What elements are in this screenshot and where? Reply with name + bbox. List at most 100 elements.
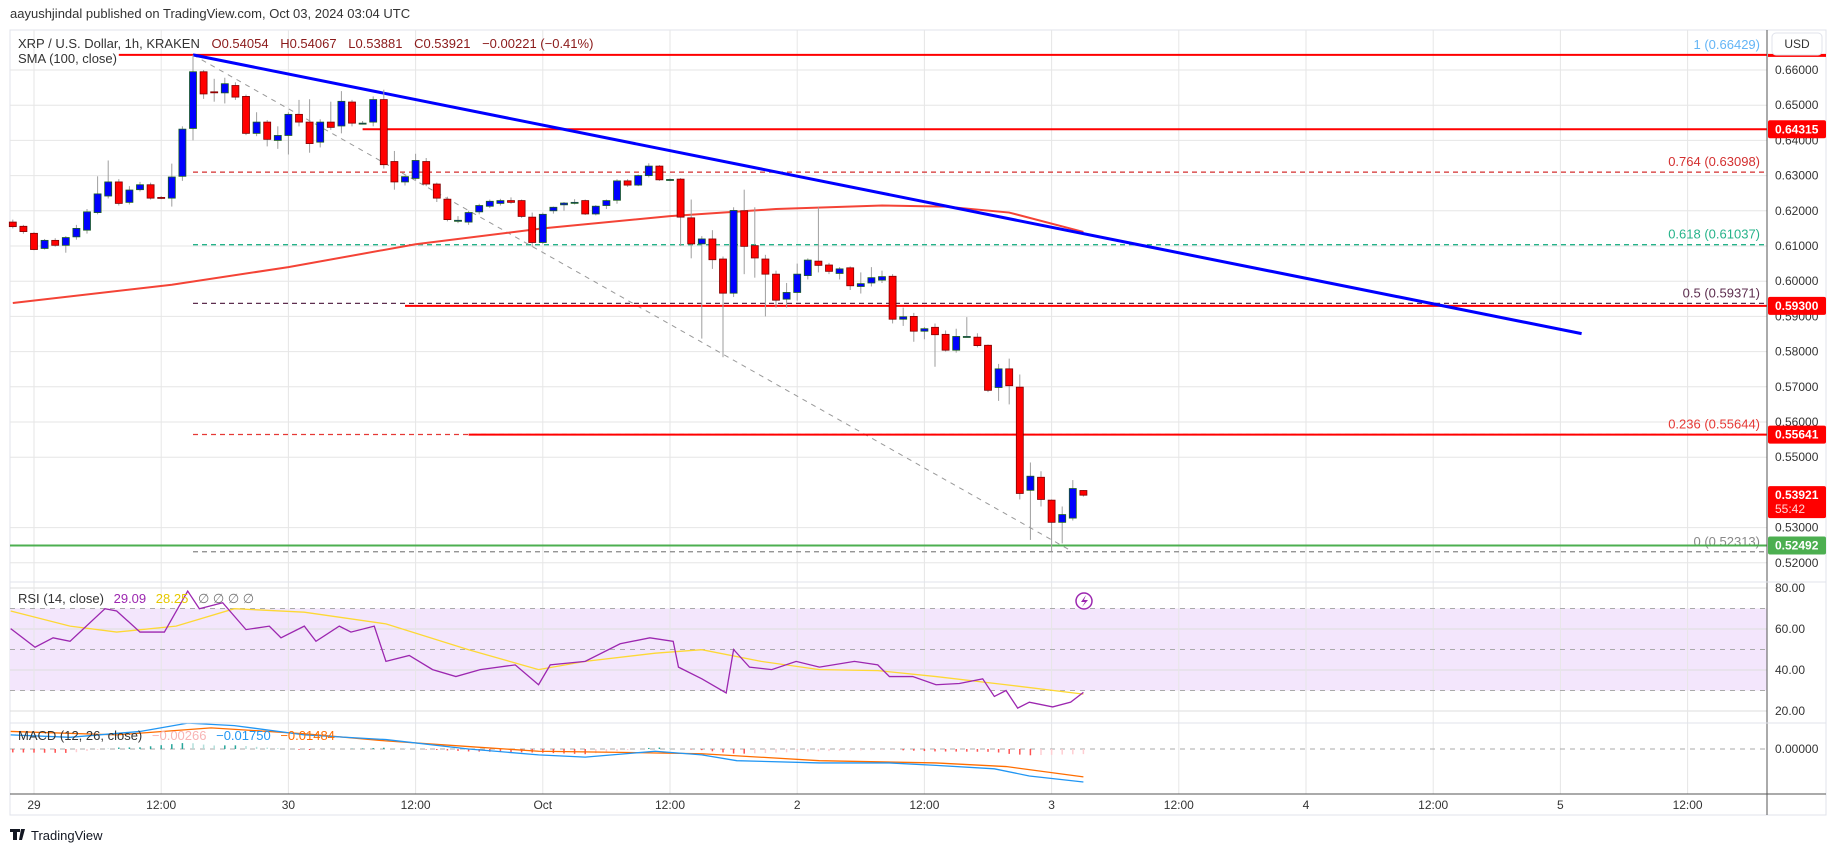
candle-down [432, 182, 441, 202]
candle-up [485, 199, 494, 208]
candle-down [740, 189, 749, 275]
lightning-icon[interactable] [1075, 592, 1093, 610]
candle-body [931, 326, 939, 336]
candle-up [666, 178, 674, 182]
price-tick-label: 0.52000 [1775, 556, 1819, 570]
candle-up [72, 224, 81, 240]
candle-body [19, 225, 28, 232]
candle-body [538, 213, 547, 243]
candle-body [697, 238, 706, 245]
macd-signal-line [10, 727, 1084, 778]
candle-down [909, 312, 918, 342]
candle-body [326, 121, 335, 128]
candle-down [1037, 471, 1045, 507]
candle-up [475, 203, 484, 215]
time-tick-label: 5 [1557, 798, 1564, 812]
candle-down [19, 224, 28, 234]
price-tick-label: 0.61000 [1775, 239, 1819, 253]
rsi-tick-label: 80.00 [1775, 581, 1805, 595]
candle-down [846, 266, 855, 290]
candle-up [61, 236, 70, 253]
rsi-value: 29.09 [114, 591, 147, 606]
candle-down [941, 330, 950, 352]
macd-legend[interactable]: MACD (12, 26, close) −0.00266 −0.01750 −… [18, 728, 335, 743]
candle-body [178, 128, 187, 177]
candle-body [210, 91, 219, 94]
fib-level-label: 0.236 (0.55644) [1668, 417, 1760, 432]
candle-body [316, 121, 325, 143]
candle-up [273, 126, 282, 149]
currency-button[interactable]: USD [1771, 32, 1823, 56]
candle-body [1005, 368, 1014, 387]
candle-down [199, 70, 208, 99]
rsi-tick-label: 40.00 [1775, 663, 1805, 677]
candle-body [1026, 475, 1035, 491]
candle-body [719, 258, 727, 294]
candle-body [909, 315, 918, 332]
candle-up [220, 77, 229, 104]
rsi-legend[interactable]: RSI (14, close) 29.09 28.25 ∅ ∅ ∅ ∅ [18, 591, 254, 606]
candle-up [538, 212, 547, 245]
candle-body [125, 189, 134, 203]
candle-body [708, 238, 717, 261]
candle-down [443, 196, 452, 222]
candle-body [454, 219, 462, 222]
candle-down [379, 89, 388, 169]
candle-body [348, 101, 356, 124]
candle-up [1058, 506, 1067, 544]
candle-body [464, 212, 473, 223]
candle-down [263, 119, 272, 147]
candle-body [623, 180, 632, 186]
sma-100-line [12, 204, 1084, 305]
candle-up [1026, 462, 1035, 540]
rsi-pane[interactable] [10, 589, 1767, 709]
candle-down [422, 158, 431, 187]
candle-body [666, 179, 674, 181]
candle-down [984, 344, 992, 393]
candle-body [581, 200, 590, 215]
sma-legend[interactable]: SMA (100, close) [18, 51, 117, 66]
candle-up [83, 209, 91, 234]
time-tick-label: 2 [794, 798, 801, 812]
candle-body [729, 210, 738, 294]
fib-trend-diagonal [192, 54, 1074, 553]
time-tick-label: 29 [27, 798, 41, 812]
candle-up [167, 163, 176, 207]
candle-up [644, 163, 653, 178]
level-price-tag [1768, 296, 1826, 315]
level-price-tag [1768, 536, 1826, 555]
candle-down [814, 207, 823, 273]
time-axis[interactable]: 29 12:00 30 12:00 Oct 12:00 2 12:00 3 12:00 4 12:00… [27, 798, 1703, 812]
price-pane[interactable] [8, 53, 1582, 552]
candle-body [390, 161, 399, 183]
candle-body [549, 206, 558, 212]
candle-body [835, 268, 844, 274]
candle-up [337, 91, 346, 134]
fib-level-label: 0.618 (0.61037) [1668, 227, 1760, 242]
candle-up [591, 205, 600, 216]
candle-body [93, 193, 102, 213]
macd-histogram-value: −0.00266 [152, 728, 207, 743]
price-tick-label: 0.55000 [1775, 450, 1819, 464]
candle-body [962, 336, 971, 338]
price-change: −0.00221 (−0.41%) [482, 36, 593, 51]
candle-up [899, 307, 908, 326]
candle-down [242, 94, 250, 136]
price-axis[interactable]: 0.660000.650000.640000.630000.620000.610… [1768, 53, 1826, 756]
candle-up [411, 153, 420, 181]
candle-body [591, 205, 600, 215]
candle-body [803, 259, 812, 276]
candle-body [443, 198, 452, 221]
candle-down [825, 262, 833, 275]
candle-body [273, 135, 282, 141]
price-tick-label: 0.66000 [1775, 63, 1819, 77]
candle-body [401, 176, 409, 183]
candle-down [581, 199, 590, 216]
time-tick-label: 4 [1303, 798, 1310, 812]
candle-up [401, 175, 409, 186]
candle-down [295, 99, 303, 127]
descending-trendline[interactable] [192, 53, 1582, 336]
price-tick-label: 0.53000 [1775, 521, 1819, 535]
candle-up [284, 112, 293, 155]
